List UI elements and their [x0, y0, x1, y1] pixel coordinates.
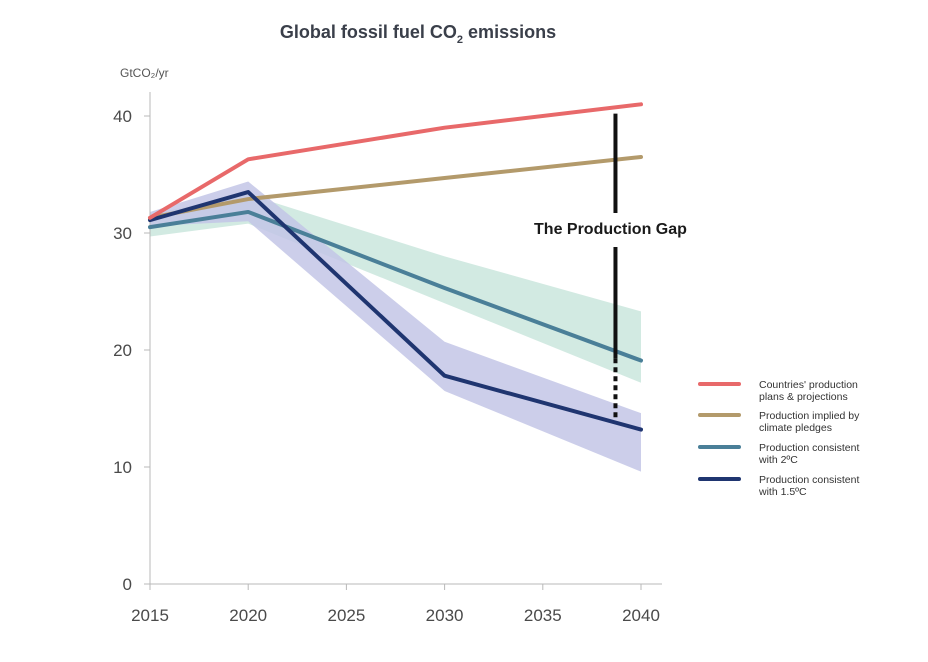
- y-tick-label-0: 0: [123, 575, 132, 594]
- y-tick-label-10: 10: [113, 458, 132, 477]
- x-tick-label-2020: 2020: [229, 606, 267, 625]
- band-1-5c: [150, 181, 641, 472]
- y-tick-label-30: 30: [113, 224, 132, 243]
- x-tick-label-2015: 2015: [131, 606, 169, 625]
- legend-label: climate pledges: [759, 422, 832, 434]
- x-tick-label-2040: 2040: [622, 606, 660, 625]
- line-climate-pledges: [148, 154, 643, 220]
- legend-label: Production implied by: [759, 410, 860, 422]
- legend-label: Production consistent: [759, 442, 859, 454]
- legend-label: Countries' production: [759, 379, 858, 391]
- gap-label: The Production Gap: [534, 221, 687, 238]
- line-1-5c: [148, 190, 643, 432]
- legend-label: plans & projections: [759, 391, 848, 403]
- x-tick-label-2025: 2025: [327, 606, 365, 625]
- x-tick-label-2030: 2030: [426, 606, 464, 625]
- uncertainty-bands: [150, 181, 641, 472]
- legend-label: with 1.5ºC: [758, 486, 807, 498]
- legend-label: Production consistent: [759, 474, 859, 486]
- series-lines: [148, 102, 643, 432]
- line-production-plans: [148, 102, 643, 220]
- x-tick-label-2035: 2035: [524, 606, 562, 625]
- y-tick-label-20: 20: [113, 341, 132, 360]
- chart-title: Global fossil fuel CO2 emissions: [280, 22, 556, 46]
- legend-label: with 2ºC: [758, 454, 798, 466]
- y-tick-label-40: 40: [113, 107, 132, 126]
- production-gap-annotation: The Production Gap: [534, 113, 687, 418]
- y-axis-unit-label: GtCO₂/yr: [120, 66, 169, 80]
- line-2c: [148, 209, 643, 363]
